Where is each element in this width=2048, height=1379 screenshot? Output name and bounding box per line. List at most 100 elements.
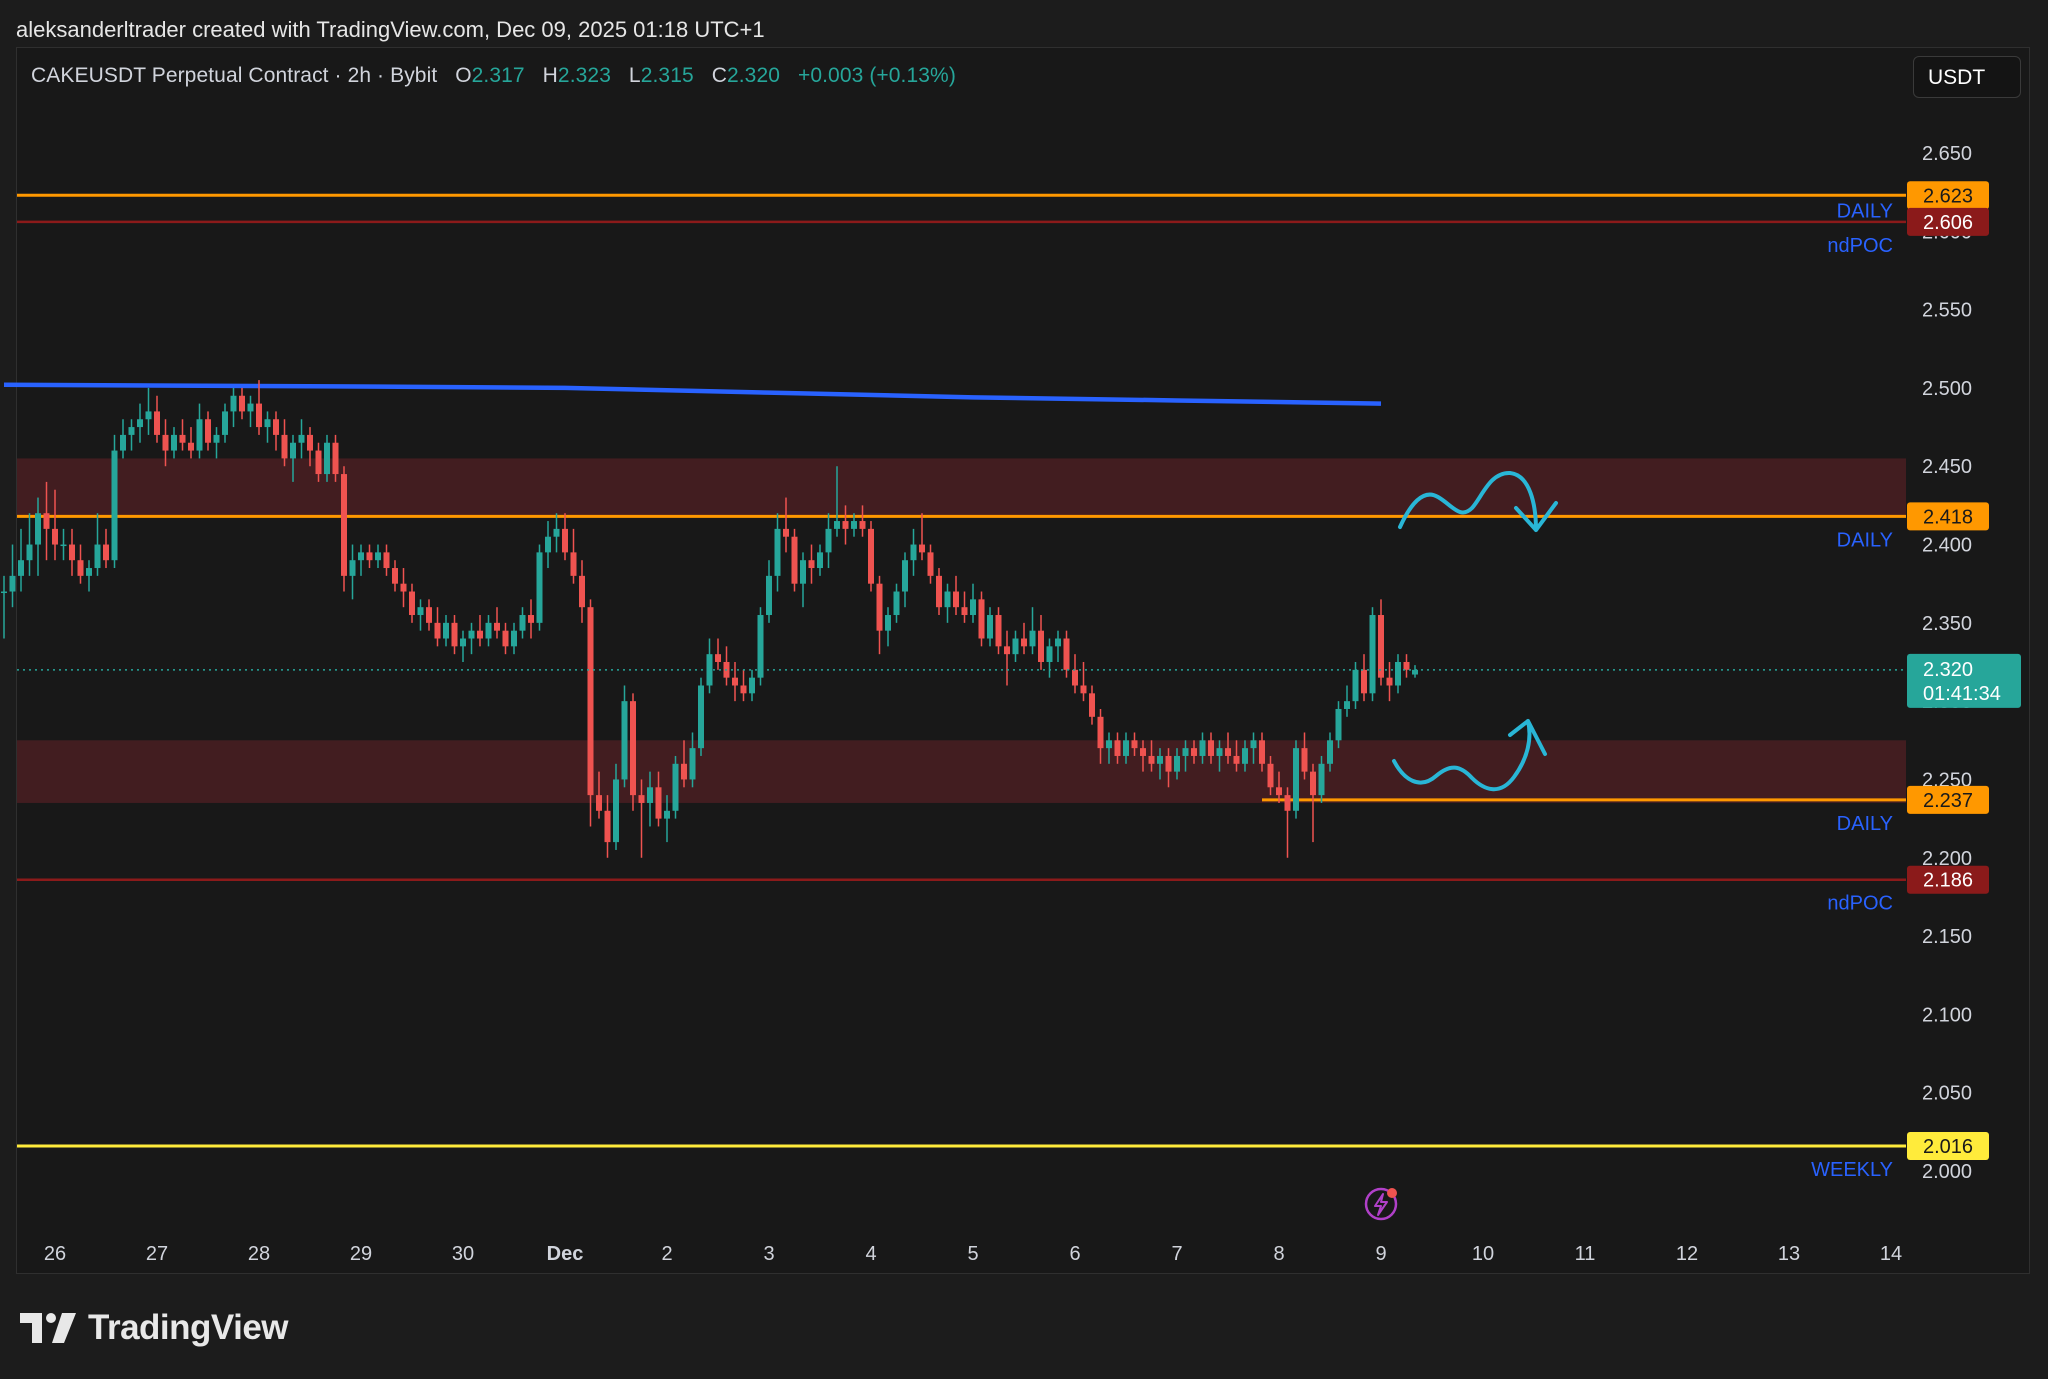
candle[interactable] xyxy=(536,544,543,631)
candle[interactable] xyxy=(1046,638,1053,678)
candle[interactable] xyxy=(1403,654,1410,678)
candle[interactable] xyxy=(298,419,305,459)
candle[interactable] xyxy=(1378,599,1384,686)
candle[interactable] xyxy=(1233,740,1240,772)
candle[interactable] xyxy=(613,763,619,850)
candle[interactable] xyxy=(689,732,696,788)
candle[interactable] xyxy=(978,591,985,647)
candle[interactable] xyxy=(791,528,798,592)
candle[interactable] xyxy=(1242,740,1248,772)
candle[interactable] xyxy=(392,560,398,592)
candle[interactable] xyxy=(35,497,41,576)
candle[interactable] xyxy=(825,513,832,569)
candle[interactable] xyxy=(834,466,840,537)
candle[interactable] xyxy=(1412,665,1418,678)
candle[interactable] xyxy=(596,771,602,819)
candle[interactable] xyxy=(817,544,823,576)
candle[interactable] xyxy=(1361,654,1367,702)
candle[interactable] xyxy=(1114,732,1121,764)
candle[interactable] xyxy=(1131,732,1138,756)
candle[interactable] xyxy=(86,560,92,592)
candle[interactable] xyxy=(1225,732,1231,764)
candle[interactable] xyxy=(1318,755,1325,803)
candle[interactable] xyxy=(910,528,917,576)
candle[interactable] xyxy=(630,693,636,811)
candle[interactable] xyxy=(1097,708,1104,764)
candle[interactable] xyxy=(451,615,458,655)
candle[interactable] xyxy=(9,544,16,608)
candle[interactable] xyxy=(1395,654,1401,694)
candle[interactable] xyxy=(885,607,891,647)
candle[interactable] xyxy=(519,607,526,639)
candle[interactable] xyxy=(281,419,288,467)
candle[interactable] xyxy=(851,513,857,537)
drawings-layer[interactable] xyxy=(1392,470,1558,792)
candle[interactable] xyxy=(256,380,262,435)
candle[interactable] xyxy=(1004,630,1010,686)
candle[interactable] xyxy=(587,599,594,827)
supply-demand-zone[interactable] xyxy=(17,458,1906,517)
candle[interactable] xyxy=(681,740,687,788)
candle[interactable] xyxy=(341,466,347,592)
candle[interactable] xyxy=(366,544,373,569)
candle[interactable] xyxy=(1148,740,1155,772)
candle[interactable] xyxy=(740,669,747,702)
candle[interactable] xyxy=(647,771,653,827)
candle[interactable] xyxy=(1072,654,1078,694)
candle[interactable] xyxy=(545,521,551,569)
candle[interactable] xyxy=(128,419,135,451)
candle[interactable] xyxy=(1310,763,1316,843)
candle[interactable] xyxy=(1140,740,1146,772)
candle[interactable] xyxy=(460,630,466,662)
candle[interactable] xyxy=(1267,755,1274,796)
candle[interactable] xyxy=(1199,732,1206,764)
candle[interactable] xyxy=(893,583,900,623)
candle[interactable] xyxy=(111,434,118,569)
candle[interactable] xyxy=(145,387,152,435)
candle[interactable] xyxy=(60,528,67,561)
candle[interactable] xyxy=(179,419,186,451)
candle[interactable] xyxy=(77,544,84,584)
candle[interactable] xyxy=(766,560,772,623)
candle[interactable] xyxy=(1038,615,1044,670)
bearish-path-drawing[interactable] xyxy=(1398,470,1558,532)
candle[interactable] xyxy=(553,513,560,553)
candle[interactable] xyxy=(1250,732,1257,764)
candle[interactable] xyxy=(69,528,75,576)
candle[interactable] xyxy=(1012,630,1019,662)
candle[interactable] xyxy=(944,583,951,623)
candle[interactable] xyxy=(1335,701,1342,749)
candle[interactable] xyxy=(434,607,441,647)
candle[interactable] xyxy=(494,607,500,639)
candle[interactable] xyxy=(902,552,908,608)
candle[interactable] xyxy=(502,622,509,655)
candle[interactable] xyxy=(213,427,220,459)
candle[interactable] xyxy=(120,419,126,459)
replay-button[interactable] xyxy=(1363,1186,1399,1222)
candle[interactable] xyxy=(783,497,789,553)
candle[interactable] xyxy=(485,615,492,647)
candle[interactable] xyxy=(723,646,730,686)
candle[interactable] xyxy=(1344,685,1350,717)
candle[interactable] xyxy=(1284,787,1291,858)
candle[interactable] xyxy=(1216,740,1223,772)
candle[interactable] xyxy=(621,685,628,788)
candle[interactable] xyxy=(26,513,33,576)
candle[interactable] xyxy=(1276,771,1282,803)
candle[interactable] xyxy=(732,662,738,702)
candle[interactable] xyxy=(154,395,160,443)
moving-average-line[interactable] xyxy=(3,382,1382,406)
candle[interactable] xyxy=(842,505,849,545)
candle[interactable] xyxy=(18,528,24,592)
candle[interactable] xyxy=(409,583,415,623)
candle[interactable] xyxy=(655,771,662,827)
candle[interactable] xyxy=(1123,732,1129,764)
candle[interactable] xyxy=(995,607,1002,655)
candle[interactable] xyxy=(264,411,271,443)
candle[interactable] xyxy=(1174,748,1180,780)
candle[interactable] xyxy=(1208,732,1214,764)
candle[interactable] xyxy=(970,583,976,623)
candle[interactable] xyxy=(52,489,58,561)
candle[interactable] xyxy=(1080,662,1087,702)
